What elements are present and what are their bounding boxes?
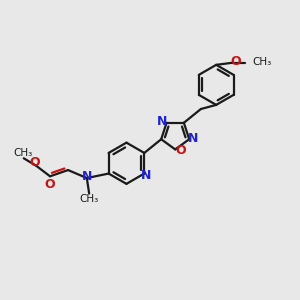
Text: N: N — [141, 169, 152, 182]
Text: O: O — [175, 144, 185, 158]
Text: O: O — [30, 156, 40, 169]
Text: O: O — [44, 178, 55, 191]
Text: O: O — [230, 56, 241, 68]
Text: CH₃: CH₃ — [13, 148, 32, 158]
Text: CH₃: CH₃ — [79, 194, 98, 204]
Text: CH₃: CH₃ — [252, 57, 271, 67]
Text: N: N — [157, 115, 168, 128]
Text: N: N — [82, 170, 92, 183]
Text: N: N — [188, 132, 199, 145]
